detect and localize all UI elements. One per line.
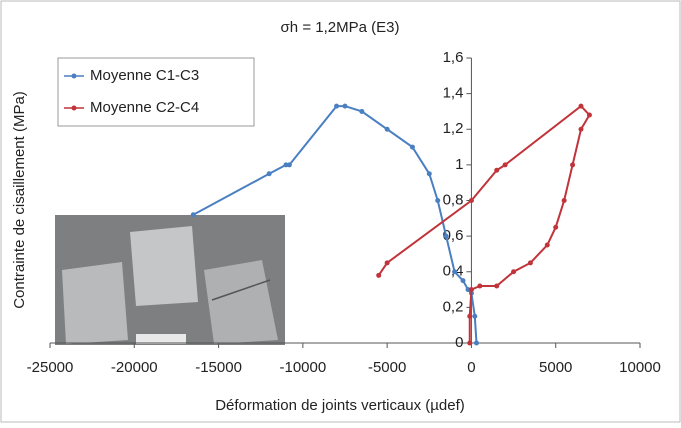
- point: [342, 103, 348, 109]
- point: [553, 224, 559, 230]
- point: [527, 260, 533, 266]
- y-axis-label: Contrainte de cisaillement (MPa): [11, 91, 28, 309]
- point: [384, 126, 390, 132]
- point: [467, 313, 473, 319]
- x-tick-label: 5000: [539, 359, 572, 376]
- point: [477, 283, 483, 289]
- point: [460, 278, 466, 284]
- point: [586, 112, 592, 118]
- point: [376, 272, 382, 278]
- point: [359, 108, 365, 114]
- point: [561, 198, 567, 203]
- point: [426, 171, 432, 177]
- point: [544, 242, 550, 248]
- y-tick-label: 1,2: [443, 120, 464, 137]
- point: [578, 103, 584, 109]
- chart-title: σh = 1,2MPa (E3): [281, 19, 400, 36]
- y-tick-label: 1: [455, 156, 463, 173]
- point: [570, 162, 576, 168]
- point: [409, 144, 415, 150]
- point: [468, 287, 474, 293]
- point: [435, 198, 441, 203]
- y-tick-label: 0,8: [443, 191, 464, 208]
- legend-label: Moyenne C1-C3: [90, 67, 199, 84]
- x-tick-label: -25000: [27, 359, 74, 376]
- x-tick-label: -15000: [195, 359, 242, 376]
- legend-marker: [71, 105, 77, 111]
- point: [472, 313, 478, 319]
- point: [266, 171, 272, 177]
- point: [384, 260, 390, 266]
- x-axis-label: Déformation de joints verticaux (µdef): [215, 397, 465, 414]
- point: [286, 162, 292, 168]
- y-tick-label: 0,2: [443, 298, 464, 315]
- y-tick-label: 1,4: [443, 85, 464, 102]
- point: [334, 103, 340, 109]
- x-tick-label: 10000: [619, 359, 661, 376]
- x-tick-label: -20000: [111, 359, 158, 376]
- point: [473, 340, 479, 346]
- point: [443, 233, 449, 239]
- point: [511, 269, 517, 275]
- point: [502, 162, 508, 168]
- x-tick-label: 0: [467, 359, 475, 376]
- x-tick-label: -5000: [368, 359, 406, 376]
- point: [190, 212, 196, 218]
- point: [467, 340, 473, 346]
- y-tick-label: 1,6: [443, 49, 464, 66]
- point: [578, 126, 584, 132]
- point: [468, 198, 474, 203]
- legend-marker: [71, 73, 77, 79]
- x-tick-label: -10000: [279, 359, 326, 376]
- point: [452, 269, 458, 275]
- point: [494, 167, 500, 173]
- photo: [55, 215, 285, 345]
- legend-label: Moyenne C2-C4: [90, 99, 199, 116]
- y-tick-label: 0: [455, 334, 463, 351]
- point: [494, 283, 500, 289]
- legend: [57, 57, 255, 127]
